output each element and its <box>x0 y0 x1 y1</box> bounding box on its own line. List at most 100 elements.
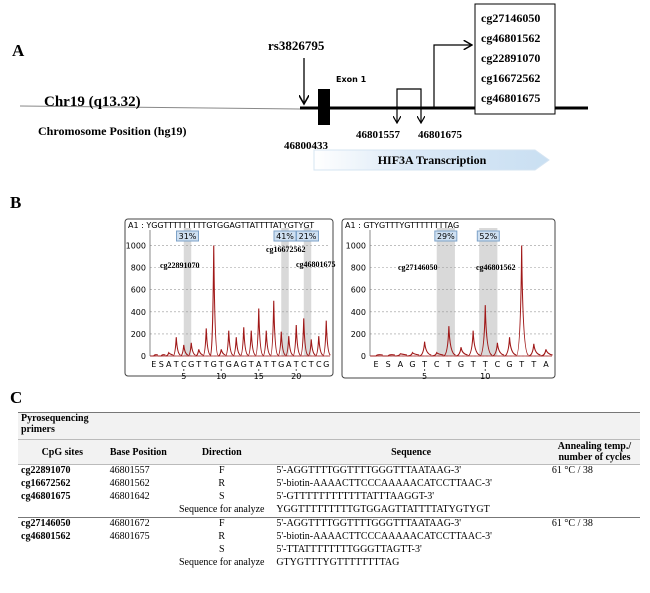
dispensation: T <box>218 360 224 369</box>
table-cell: Annealing temp./ number of cycles <box>548 439 640 465</box>
exon-label: Exon 1 <box>336 75 367 84</box>
table-cell: cg16672562 <box>21 478 71 489</box>
dispensation: T <box>263 360 269 369</box>
table-row: cg27146050 46801672 F 5'-AGGTTTTGGTTTTGGGTT… <box>18 517 640 531</box>
peak <box>269 300 279 357</box>
peak <box>455 347 468 357</box>
chromosome-thin <box>19 105 301 110</box>
chromosome-label: Chr19 (q13.32) <box>44 94 141 110</box>
probe-id: cg16672562 <box>481 71 540 85</box>
table-row: CpG sites Base Position Direction Sequence A… <box>18 439 640 465</box>
peak <box>322 320 331 357</box>
cpg-label: cg27146050 <box>398 263 438 272</box>
table-cell: 46801672 <box>106 517 171 531</box>
position: 46800433 <box>284 140 329 152</box>
cpg-band <box>436 228 455 356</box>
cpg-label: cg46801675 <box>296 260 336 269</box>
table-cell <box>548 412 640 440</box>
primer-table: Pyrosequencing primers CpG sites Base Posi… <box>18 412 640 570</box>
dispensation: T <box>445 360 451 369</box>
dispensation: T <box>482 360 488 369</box>
dispensation: C <box>181 360 187 369</box>
table-cell <box>549 491 640 504</box>
probe-bracket <box>396 88 422 122</box>
x-tick-label: 15 <box>254 372 264 381</box>
table-cell: Direction <box>170 439 274 465</box>
table-cell: cg46801675 <box>21 491 71 502</box>
y-tick-label: 1000 <box>126 242 146 251</box>
dispensation: G <box>506 360 512 369</box>
table-cell: YGGTTTTTTTTTGTGGAGTTATTTTATYGTYGT <box>276 504 490 515</box>
dispensation: G <box>188 360 194 369</box>
table-cell <box>273 412 549 440</box>
x-tick-label: 5 <box>422 372 427 381</box>
snp-label: rs3826795 <box>268 38 325 53</box>
pyrogram: A1 : GTYGTTTYGTTTTTTTTAG 29% 52% 0 200 400 600… <box>341 218 556 381</box>
dispensation: T <box>173 360 179 369</box>
methylation-label: 52% <box>479 232 497 241</box>
position: 46801557 <box>356 129 401 141</box>
y-tick-label: 400 <box>131 308 146 317</box>
table-row: cg46801562 46801675 R 5'-biotin-AAAACTTCCCA… <box>18 531 640 544</box>
methylation-label: 29% <box>437 232 455 241</box>
dispensation: A <box>166 360 172 369</box>
y-tick-label: 200 <box>131 330 146 339</box>
table-cell <box>107 544 171 557</box>
table-row: Sequence for analyze YGGTTTTTTTTTGTGGAGTT… <box>18 504 640 518</box>
peak <box>292 325 301 357</box>
cpg-label: cg22891070 <box>160 261 200 270</box>
table-row: cg16672562 46801562 R 5'-biotin-AAAACTTCCCA… <box>18 478 640 491</box>
table-cell: 61 °C / 38 <box>548 517 640 531</box>
y-tick-label: 0 <box>141 352 146 361</box>
dispensation: C <box>495 360 501 369</box>
table-row: cg22891070 46801557 F 5'-AGGTTTTGGTTTTGGGTT… <box>18 465 640 479</box>
methylation-box <box>476 230 500 242</box>
y-tick-label: 800 <box>351 264 366 273</box>
dispensation: S <box>386 360 391 369</box>
table-cell: Base Position <box>106 439 171 465</box>
dispensation: A <box>286 360 292 369</box>
table-cell <box>549 544 640 557</box>
dispensation: G <box>323 360 329 369</box>
table-cell: CpG sites <box>18 439 107 465</box>
peak <box>209 245 219 357</box>
table-cell <box>107 504 171 518</box>
table-cell: 46801562 <box>109 478 150 489</box>
table-cell: 5'-AGGTTTTGGTTTTGGGTTTAATAAG-3' <box>276 465 462 476</box>
probe-list: cg27146050 cg46801562 cg22891070 cg16672562… <box>481 11 540 105</box>
probe-id: cg27146050 <box>481 11 540 25</box>
dispensation: A <box>234 360 240 369</box>
cpg-label: cg16672562 <box>266 245 306 254</box>
table-cell: 61 °C / 38 <box>551 465 593 476</box>
table-cell: S <box>218 544 225 555</box>
dispensation: T <box>470 360 476 369</box>
table-cell: cg22891070 <box>21 465 71 476</box>
figure: A rs3826795 Exon 1 Chr19 (q13.32) Chromo… <box>10 3 588 407</box>
table-cell: Sequence for analyze <box>178 504 265 515</box>
table-cell: F <box>170 517 274 531</box>
table-cell <box>549 478 640 491</box>
methylation-box <box>176 230 199 242</box>
table-cell <box>107 557 171 570</box>
methylation-box <box>434 230 458 242</box>
table-cell <box>549 557 640 570</box>
table-cell <box>18 504 107 518</box>
dispensation: T <box>308 360 314 369</box>
panel-label: A <box>12 41 25 60</box>
methylation-box <box>296 230 319 242</box>
peak <box>307 339 316 357</box>
cpg-band <box>303 228 312 356</box>
dispensation: G <box>241 360 247 369</box>
sequence-label: A1 : YGGTTTTTTTTTGTGGAGTTATTTTATYGTYGT <box>128 221 314 230</box>
panel-label: B <box>10 193 21 212</box>
x-tick-label: 5 <box>181 372 186 381</box>
dispensation: A <box>256 360 262 369</box>
probe-pointer <box>433 45 472 108</box>
cpg-band <box>183 228 192 356</box>
dispensation: G <box>458 360 464 369</box>
cpg-band <box>281 228 289 356</box>
y-tick-label: 200 <box>351 330 366 339</box>
x-tick-label: 20 <box>291 372 301 381</box>
cpg-band <box>479 228 498 356</box>
